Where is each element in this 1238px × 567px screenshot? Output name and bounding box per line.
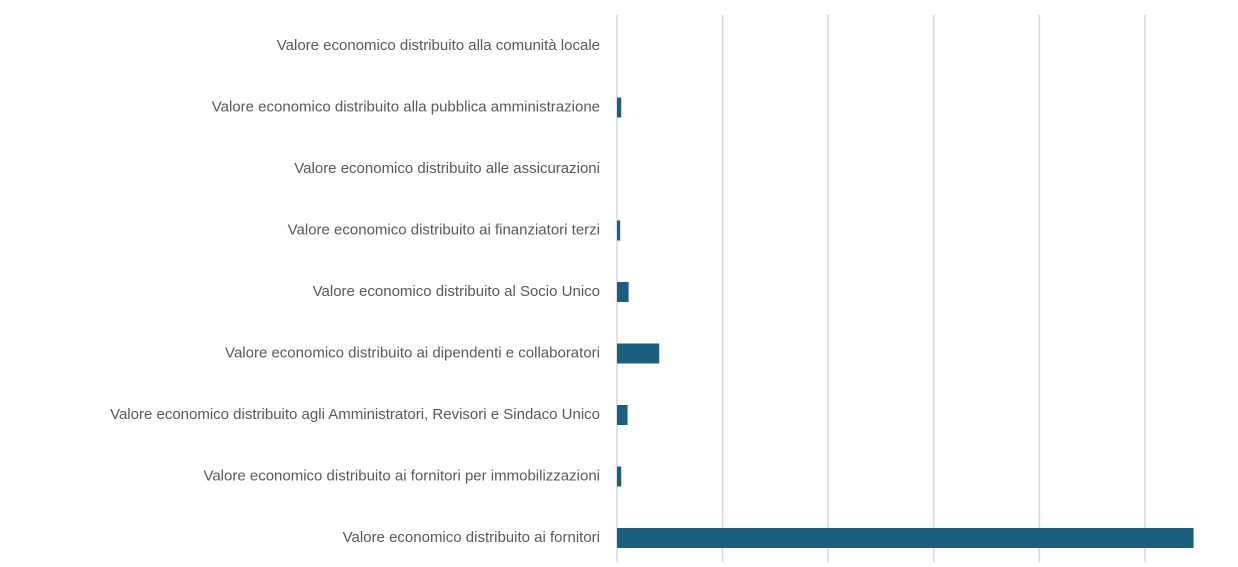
- bar: [617, 282, 629, 302]
- y-tick-label: Valore economico distribuito ai dipenden…: [225, 344, 600, 361]
- bar: [617, 405, 628, 425]
- bar: [617, 343, 660, 364]
- y-tick-label: Valore economico distribuito al Socio Un…: [313, 283, 600, 300]
- y-tick-label: Valore economico distribuito alla comuni…: [277, 37, 600, 54]
- y-tick-label: Valore economico distribuito agli Ammini…: [110, 406, 600, 423]
- y-tick-label: Valore economico distribuito ai fornitor…: [203, 467, 600, 484]
- y-tick-label: Valore economico distribuito ai fornitor…: [343, 529, 600, 546]
- bar: [617, 528, 1194, 548]
- y-tick-label: Valore economico distribuito alla pubbli…: [212, 98, 600, 115]
- bar: [617, 97, 622, 118]
- bar: [617, 466, 622, 487]
- y-tick-label: Valore economico distribuito alle assicu…: [294, 160, 600, 177]
- bar: [617, 220, 621, 241]
- y-tick-label: Valore economico distribuito ai finanzia…: [288, 221, 600, 238]
